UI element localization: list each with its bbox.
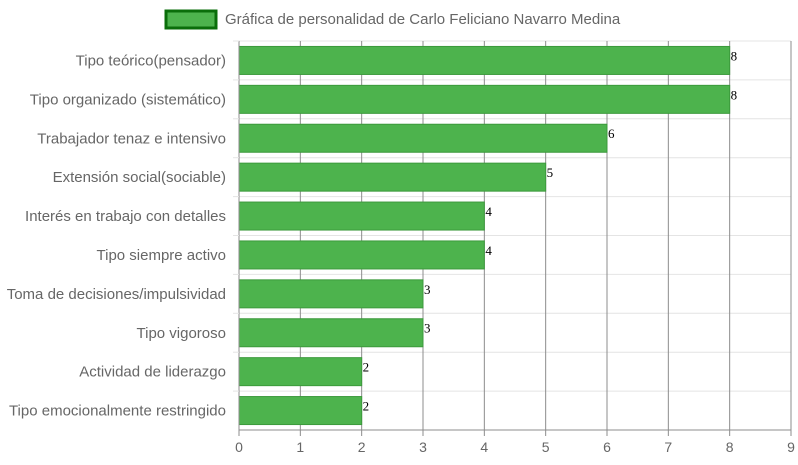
data-label: 2 [363,399,370,414]
bar[interactable] [238,201,485,231]
data-label: 8 [731,48,738,63]
data-label: 4 [485,204,492,219]
bar[interactable] [238,162,547,192]
data-label: 6 [608,126,615,141]
x-tick-label: 2 [358,439,366,455]
data-label: 3 [424,321,431,336]
category-label: Tipo vigoroso [137,325,227,342]
bar[interactable] [238,45,731,75]
x-tick-label: 8 [726,439,734,455]
legend-label[interactable]: Gráfica de personalidad de Carlo Felicia… [225,11,621,28]
x-tick-label: 1 [296,439,304,455]
bar[interactable] [238,279,424,309]
category-label: Actividad de liderazgo [79,364,226,381]
bar[interactable] [238,123,608,153]
category-label: Tipo teórico(pensador) [76,52,226,69]
x-tick-label: 6 [603,439,611,455]
bar[interactable] [238,357,363,387]
category-label: Toma de decisiones/impulsividad [7,286,226,303]
x-tick-label: 0 [235,439,243,455]
bar[interactable] [238,318,424,348]
chart-legend[interactable]: Gráfica de personalidad de Carlo Felicia… [164,9,621,30]
bar[interactable] [238,240,485,270]
x-tick-label: 4 [480,439,488,455]
category-label: Interés en trabajo con detalles [25,208,226,225]
x-tick-label: 9 [787,439,795,455]
category-label: Extensión social(sociable) [53,169,226,186]
bars: 8 8 6 5 4 4 3 3 2 2 [238,45,738,426]
data-label: 4 [485,243,492,258]
data-label: 8 [731,87,738,102]
x-tick-label: 5 [542,439,550,455]
category-label: Tipo siempre activo [97,247,227,264]
category-label: Tipo organizado (sistemático) [30,91,226,108]
category-label: Trabajador tenaz e intensivo [37,130,226,147]
legend-swatch[interactable] [164,9,218,30]
bar[interactable] [238,84,731,114]
category-label: Tipo emocionalmente restringido [9,403,226,420]
x-tick-label: 7 [664,439,672,455]
bar[interactable] [238,396,363,426]
axes: 0 1 2 3 4 5 6 7 8 9 Tipo teórico(pensador) Tipo org… [7,40,795,455]
data-label: 5 [547,165,554,180]
x-tick-label: 3 [419,439,427,455]
data-label: 3 [424,282,431,297]
data-label: 2 [363,360,370,375]
